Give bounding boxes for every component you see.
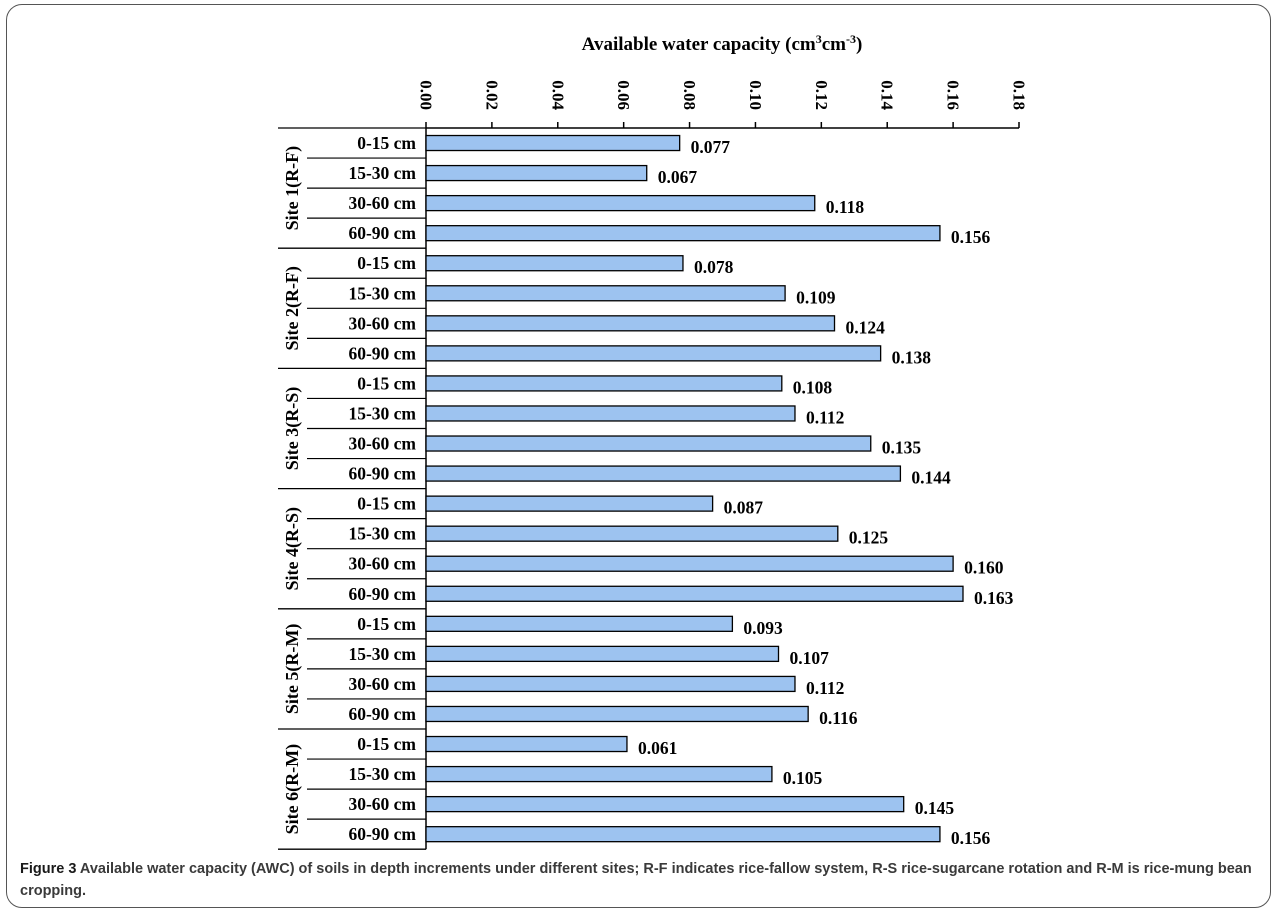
bar xyxy=(425,585,964,602)
caption-lead: Figure 3 xyxy=(20,861,77,877)
site-label: Site 6(R-M) xyxy=(282,744,303,834)
category-label: 15-30 cm xyxy=(348,524,416,544)
bar xyxy=(425,826,941,843)
bar xyxy=(425,225,941,242)
data-label: 0.107 xyxy=(790,648,830,668)
site-label: Site 3(R-S) xyxy=(282,387,303,471)
data-label: 0.067 xyxy=(658,167,698,187)
category-label: 30-60 cm xyxy=(348,794,416,814)
bar xyxy=(425,525,839,542)
category-label: 0-15 cm xyxy=(357,133,416,153)
data-label: 0.061 xyxy=(638,738,677,758)
category-label: 30-60 cm xyxy=(348,434,416,454)
bar xyxy=(425,405,796,422)
x-tick-label: 0.04 xyxy=(548,80,567,110)
bar xyxy=(425,705,809,723)
bar xyxy=(425,345,882,362)
bar xyxy=(425,765,773,783)
data-label: 0.105 xyxy=(783,768,823,788)
category-label: 60-90 cm xyxy=(348,824,416,844)
data-label: 0.087 xyxy=(724,498,764,518)
bar xyxy=(425,795,905,813)
category-label: 15-30 cm xyxy=(348,283,416,303)
bar xyxy=(425,134,681,152)
x-tick-label: 0.00 xyxy=(417,80,436,110)
bar xyxy=(425,735,628,753)
data-label: 0.118 xyxy=(826,197,865,217)
category-label: 15-30 cm xyxy=(348,644,416,664)
data-label: 0.124 xyxy=(846,317,886,337)
category-label: 60-90 cm xyxy=(348,584,416,604)
data-label: 0.116 xyxy=(819,708,858,728)
category-label: 0-15 cm xyxy=(357,253,416,273)
site-label: Site 2(R-F) xyxy=(282,266,303,350)
bar xyxy=(425,375,783,392)
x-tick-label: 0.06 xyxy=(614,80,633,110)
data-label: 0.135 xyxy=(882,438,922,458)
bar-chart: Available water capacity (cm3cm-3) 0.00 0… xyxy=(278,32,1029,850)
category-label: 30-60 cm xyxy=(348,313,416,333)
data-label: 0.078 xyxy=(694,257,734,277)
data-label: 0.077 xyxy=(691,137,731,157)
data-label: 0.112 xyxy=(806,678,844,698)
category-label: 0-15 cm xyxy=(357,614,416,634)
bars: 0.077 0.067 0.118 0.156 0.078 0.109 0.124 0.138… xyxy=(425,134,1014,848)
x-tick-label: 0.08 xyxy=(680,80,699,110)
bar xyxy=(425,645,780,663)
figure-caption: Figure 3 Available water capacity (AWC) … xyxy=(20,858,1260,902)
x-tick-label: 0.02 xyxy=(482,80,501,110)
category-label: 0-15 cm xyxy=(357,734,416,754)
category-label: 60-90 cm xyxy=(348,464,416,484)
data-label: 0.163 xyxy=(974,588,1014,608)
category-label: 0-15 cm xyxy=(357,494,416,514)
data-label: 0.156 xyxy=(951,828,991,848)
site-label: Site 4(R-S) xyxy=(282,507,303,591)
figure-frame xyxy=(6,4,1271,908)
bar xyxy=(425,615,734,632)
x-tick-label: 0.16 xyxy=(944,80,963,110)
category-label: 15-30 cm xyxy=(348,163,416,183)
bar xyxy=(425,194,816,212)
x-tick-label: 0.14 xyxy=(878,80,897,110)
bar xyxy=(425,164,648,182)
bar xyxy=(425,315,836,332)
data-label: 0.109 xyxy=(796,287,836,307)
data-label: 0.138 xyxy=(892,347,932,367)
x-tick-label: 0.10 xyxy=(746,80,765,110)
category-label: 60-90 cm xyxy=(348,704,416,724)
data-label: 0.108 xyxy=(793,377,833,397)
data-label: 0.093 xyxy=(743,618,783,638)
bar xyxy=(425,285,786,302)
category-label: 0-15 cm xyxy=(357,373,416,393)
category-label: 15-30 cm xyxy=(348,764,416,784)
bar xyxy=(425,255,684,272)
data-label: 0.125 xyxy=(849,528,889,548)
category-label: 60-90 cm xyxy=(348,223,416,243)
data-label: 0.145 xyxy=(915,798,955,818)
category-label: 30-60 cm xyxy=(348,554,416,574)
x-tick-label: 0.18 xyxy=(1010,80,1029,110)
category-label: 30-60 cm xyxy=(348,674,416,694)
x-tick-label: 0.12 xyxy=(812,80,831,110)
caption-text: Available water capacity (AWC) of soils … xyxy=(20,861,1252,899)
group-labels: Site 1(R-F) 0-15 cm 15-30 cm 30-60 cm 60-90 … xyxy=(278,127,426,850)
bar xyxy=(425,495,714,512)
data-label: 0.156 xyxy=(951,227,991,247)
data-label: 0.160 xyxy=(964,558,1004,578)
x-axis-title: Available water capacity (cm3cm-3) xyxy=(582,32,863,55)
site-label: Site 5(R-M) xyxy=(282,624,303,714)
category-label: 15-30 cm xyxy=(348,403,416,423)
category-label: 60-90 cm xyxy=(348,343,416,363)
category-label: 30-60 cm xyxy=(348,193,416,213)
bar xyxy=(425,675,796,693)
site-label: Site 1(R-F) xyxy=(282,146,303,230)
data-label: 0.144 xyxy=(911,468,951,488)
data-label: 0.112 xyxy=(806,407,844,427)
bar xyxy=(425,465,902,482)
bar xyxy=(425,435,872,452)
bar xyxy=(425,555,954,572)
